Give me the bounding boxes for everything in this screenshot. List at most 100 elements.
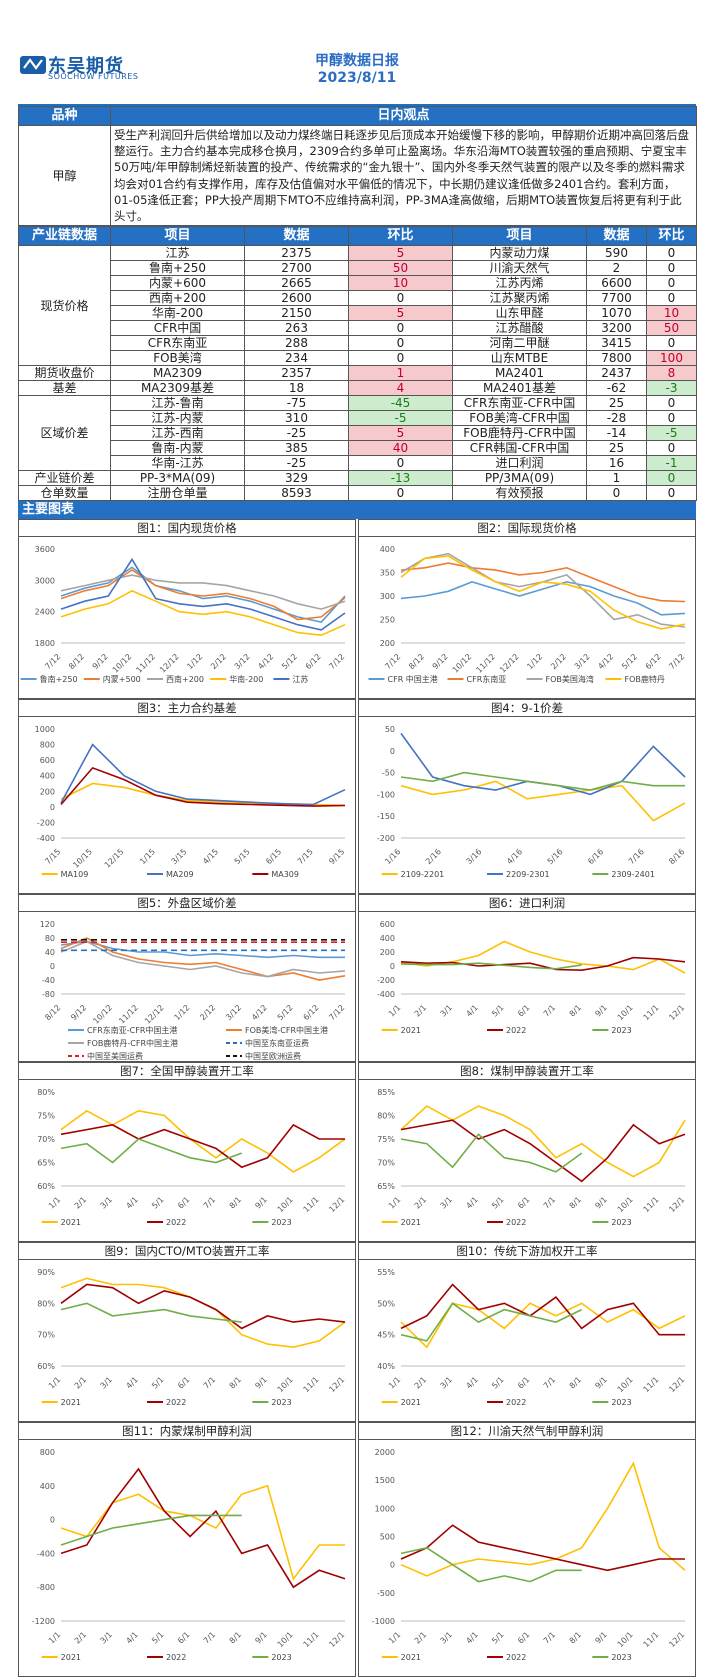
chart-title: 图1：国内现货价格 [19, 520, 355, 538]
x-tick-label: 3/1 [99, 1195, 114, 1210]
x-tick-label: 12/12 [158, 652, 181, 675]
table-row: 内蒙+600 2665 10 江苏丙烯 6600 0 [19, 275, 697, 292]
charts-grid: 图1：国内现货价格 3600 3000 2400 1800 7/12 8/12 9/12 10/… [18, 519, 696, 1678]
x-tick-label: 8/12 [67, 652, 86, 671]
x-tick-label: 6/12 [304, 652, 323, 671]
table-header-cell: 产业链数据 [18, 226, 111, 247]
y-tick-label: 200 [40, 788, 55, 797]
x-tick-label: 8/1 [228, 1630, 243, 1645]
y-tick-label: 400 [40, 772, 55, 781]
y-tick-label: 40 [45, 948, 55, 957]
table-cell: 内蒙+600 [110, 275, 245, 292]
table-row: 华南-200 2150 5 山东甲醛 1070 10 [19, 305, 697, 322]
legend-label: 2021 [401, 1026, 421, 1035]
table-cell: 329 [244, 470, 349, 487]
x-tick-label: 12/1 [667, 1003, 686, 1022]
legend-label: 2023 [271, 1398, 291, 1407]
view-product: 甲醇 [18, 124, 111, 227]
chart-svg: 55% 50% 45% 40% 1/1 2/1 3/1 4/1 5/1 6/1 7/1 8/1 9/1 1… [377, 1268, 686, 1407]
table-cell: PP-3*MA(09) [110, 470, 245, 487]
y-tick-label: 1000 [375, 1505, 395, 1514]
table-cell: 25 [586, 395, 647, 412]
x-tick-label: 1/12 [525, 652, 544, 671]
x-tick-label: 3/1 [439, 1003, 454, 1018]
x-tick-label: 10/1 [276, 1375, 295, 1394]
y-tick-label: 0 [390, 1561, 395, 1570]
x-tick-label: 1/1 [47, 1375, 62, 1390]
table-row: 产业链价差 PP-3*MA(09) 329 -13 PP/3MA(09) 1 0 [18, 470, 697, 487]
y-tick-label: 1000 [35, 725, 55, 734]
chart-title: 图11：内蒙煤制甲醇利润 [19, 1423, 355, 1441]
table-cell: 0 [646, 335, 697, 352]
chart-title: 图6：进口利润 [359, 895, 695, 913]
x-tick-label: 4/1 [124, 1375, 139, 1390]
series-line [60, 1484, 345, 1581]
legend-label: MA209 [166, 870, 194, 879]
legend-label: 2023 [611, 1398, 631, 1407]
y-tick-label: -150 [377, 812, 395, 821]
chart-svg: 90% 80% 70% 60% 1/1 2/1 3/1 4/1 5/1 6/1 7/1 8/1 9/1 1… [37, 1268, 346, 1407]
x-tick-label: 7/12 [43, 652, 62, 671]
x-tick-label: 9/1 [593, 1003, 608, 1018]
legend-label: 2023 [611, 1026, 631, 1035]
legend-label: 2022 [506, 1218, 526, 1227]
x-tick-label: 7/1 [542, 1195, 557, 1210]
table-cell: -25 [244, 455, 349, 472]
x-tick-label: 6/1 [176, 1195, 191, 1210]
series-line [60, 937, 346, 982]
y-tick-label: 80 [45, 934, 55, 943]
x-tick-label: 12/1 [327, 1195, 346, 1214]
table-row: 鲁南-内蒙 385 40 CFR韩国-CFR中国 25 0 [19, 440, 697, 457]
table-cell: 鲁南-内蒙 [110, 440, 245, 457]
table-cell: 385 [244, 440, 349, 457]
x-tick-label: 3/12 [573, 652, 592, 671]
table-cell: -1 [646, 455, 697, 472]
table-cell: 华南-江苏 [110, 455, 245, 472]
table-cell: 0 [646, 290, 697, 307]
table-row: 现货价格 江苏 2375 5 内蒙动力煤 590 0 [18, 245, 697, 367]
chart-panel: 图7：全国甲醇装置开工率 80% 75% 70% 65% 60% 1/1 2/1 3/1 4/1 5… [18, 1062, 356, 1243]
table-row: 仓单数量 注册仓单量 8593 0 有效预报 0 0 [18, 485, 697, 502]
series-line [60, 574, 346, 611]
table-cell: 进口利润 [452, 455, 587, 472]
table-cell: 50 [646, 320, 697, 337]
logo-text-cn: 东吴期货 [48, 56, 124, 77]
table-cell: 0 [646, 485, 697, 502]
y-tick-label: 85% [377, 1088, 395, 1097]
y-tick-label: 500 [380, 1533, 395, 1542]
x-tick-label: 5/12 [276, 1003, 295, 1022]
y-tick-label: 3000 [35, 577, 55, 586]
y-tick-label: 70% [377, 1159, 395, 1168]
table-cell: 310 [244, 410, 349, 427]
x-tick-label: 6/1 [516, 1630, 531, 1645]
x-tick-label: 7/1 [202, 1195, 217, 1210]
series-line [60, 1124, 345, 1169]
series-line [60, 1514, 242, 1546]
legend-label: 2022 [166, 1653, 186, 1662]
x-tick-label: 11/12 [134, 652, 157, 675]
table-cell: CFR中国 [110, 320, 245, 337]
x-tick-label: 5/12 [620, 652, 639, 671]
x-tick-label: 9/1 [593, 1195, 608, 1210]
y-tick-label: 65% [377, 1182, 395, 1191]
view-table: 品种 日内观点 甲醇 受生产利润回升后供给增加以及动力煤终端日耗逐步见后顶成本开… [18, 106, 697, 227]
y-tick-label: 200 [380, 948, 395, 957]
charts-section-label: 主要图表 [22, 502, 75, 518]
table-cell: 江苏-鲁南 [110, 395, 245, 412]
row-group-label: 期货收盘价 [18, 365, 111, 382]
x-tick-label: 1/12 [185, 652, 204, 671]
y-tick-label: 120 [40, 920, 55, 929]
x-tick-label: 5/12 [280, 652, 299, 671]
x-tick-label: 7/1 [542, 1630, 557, 1645]
report-header: 东吴期货 SOOCHOW FUTURES 甲醇数据日报 2023/8/11 [18, 48, 696, 106]
x-tick-label: 7/15 [43, 847, 62, 866]
table-cell: 2665 [244, 275, 349, 292]
series-line [60, 940, 346, 978]
legend-label: 2022 [506, 1653, 526, 1662]
table-cell: 7800 [586, 350, 647, 367]
y-tick-label: 75% [37, 1112, 55, 1121]
x-tick-label: 4/12 [256, 652, 275, 671]
table-cell: 7700 [586, 290, 647, 307]
report-page: 东吴期货 SOOCHOW FUTURES 甲醇数据日报 2023/8/11 品种… [18, 48, 697, 1678]
table-cell: 江苏 [110, 245, 245, 262]
